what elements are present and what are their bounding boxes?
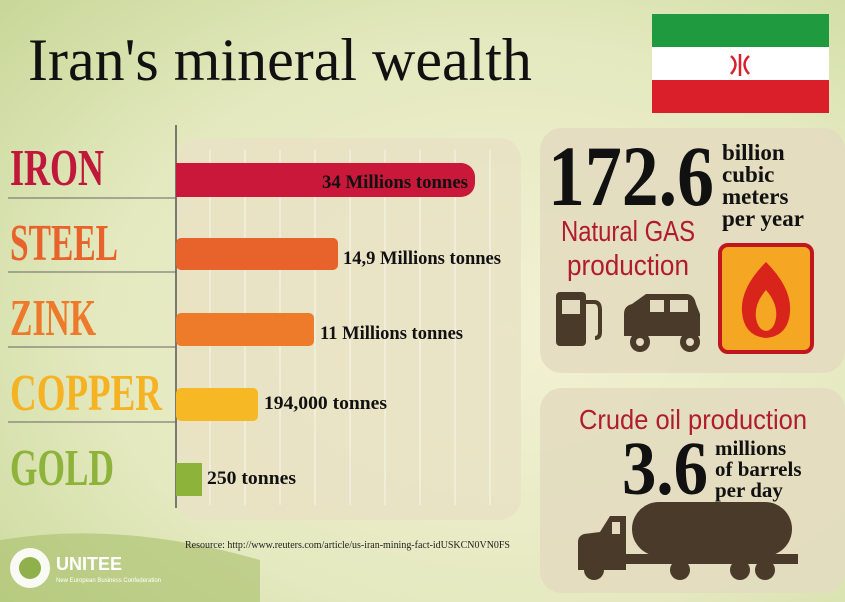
mineral-name: COPPER <box>10 365 163 422</box>
gas-unit: cubic <box>722 162 774 187</box>
bar-label: 14,9 Millions tonnes <box>343 248 501 269</box>
oil-unit: millions <box>715 436 786 460</box>
oil-unit: of barrels <box>715 457 802 481</box>
mineral-name: GOLD <box>10 440 114 497</box>
bar-label: 194,000 tonnes <box>264 393 387 414</box>
bar-base <box>176 163 196 197</box>
mineral-name: ZINK <box>10 290 96 347</box>
flag <box>652 14 829 113</box>
oil-label: Crude oil production <box>579 404 807 435</box>
flag-red <box>652 80 829 113</box>
bar-label: 34 Millions tonnes <box>322 172 468 193</box>
hill <box>0 533 260 602</box>
separators <box>8 197 176 423</box>
bar-label: 250 tonnes <box>207 468 296 489</box>
bar-label: 11 Millions tonnes <box>320 323 463 344</box>
logo-core <box>19 557 41 579</box>
flag-emblem <box>730 54 750 76</box>
bar <box>176 238 338 270</box>
pump-icon <box>556 292 602 346</box>
bar <box>176 463 202 496</box>
flame-icon <box>718 243 814 354</box>
oil-unit: per day <box>715 478 783 502</box>
truck-icon <box>578 502 798 580</box>
logo-name: UNITEE <box>56 554 122 574</box>
logo: UNITEE New European Business Confederati… <box>10 548 161 588</box>
gas-value: 172.6 <box>548 128 714 224</box>
source: Resource: http://www.reuters.com/article… <box>185 540 510 551</box>
bar <box>176 313 314 346</box>
bar-panel <box>176 138 521 520</box>
car-icon <box>624 294 700 352</box>
gas-unit: billion <box>722 140 785 165</box>
gas-unit: meters <box>722 184 788 209</box>
title: Iran's mineral wealth <box>28 27 532 93</box>
bar <box>176 388 258 421</box>
gas-unit: per year <box>722 206 804 231</box>
mineral-name: STEEL <box>10 215 118 272</box>
mineral-name: IRON <box>10 140 104 197</box>
gas-label: production <box>567 250 689 282</box>
oil-value: 3.6 <box>622 427 708 511</box>
flag-green <box>652 14 829 47</box>
gas-label: Natural GAS <box>561 216 695 248</box>
bar <box>176 163 475 197</box>
logo-tagline: New European Business Confederation <box>56 578 161 584</box>
